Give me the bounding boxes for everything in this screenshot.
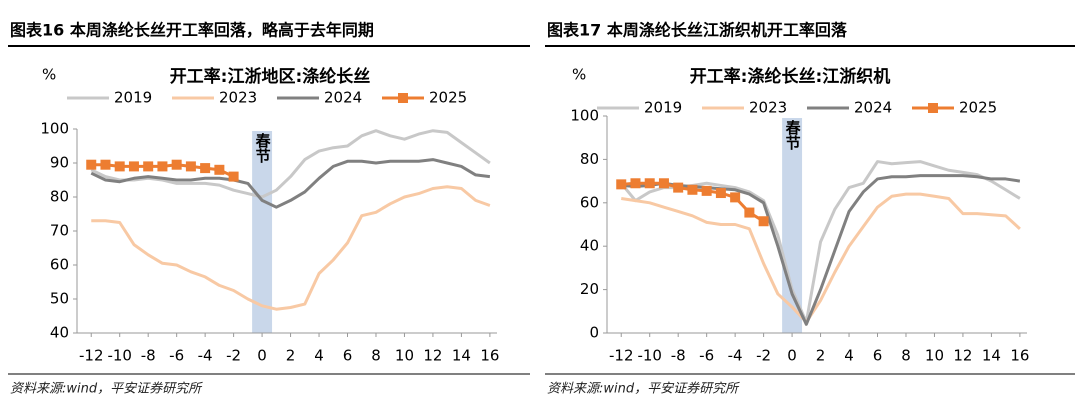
x-tick-label: -6 xyxy=(169,347,184,365)
x-tick-label: -12 xyxy=(79,347,104,365)
annotation: 春节 xyxy=(784,119,802,151)
chart-title: 开工率:江浙地区:涤纶长丝 xyxy=(170,66,371,87)
x-tick-label: -12 xyxy=(609,347,634,365)
legend-label: 2019 xyxy=(114,89,152,107)
legend-marker xyxy=(398,93,408,103)
point-marker xyxy=(658,178,669,189)
x-tick-label: -10 xyxy=(637,347,662,365)
point-marker xyxy=(758,216,769,227)
x-tick-label: -6 xyxy=(699,347,714,365)
y-tick-label: 40 xyxy=(580,237,599,255)
series-line xyxy=(621,192,1021,324)
y-tick-label: 60 xyxy=(50,256,69,274)
x-tick-label: -4 xyxy=(198,347,213,365)
point-marker xyxy=(228,171,239,182)
legend-label: 2024 xyxy=(324,89,362,107)
x-tick-label: -4 xyxy=(728,347,743,365)
y-tick-label: 60 xyxy=(580,193,599,211)
x-tick-label: 10 xyxy=(925,347,944,365)
point-marker xyxy=(730,192,741,203)
legend-marker xyxy=(928,103,938,113)
x-tick-label: 0 xyxy=(787,347,797,365)
source: 资料来源:wind，平安证券研究所 xyxy=(547,381,740,397)
point-marker xyxy=(100,159,111,170)
point-marker xyxy=(687,184,698,195)
figure-title: 图表17 本周涤纶长丝江浙织机开工率回落 xyxy=(547,21,848,40)
point-marker xyxy=(744,207,755,218)
x-tick-label: -10 xyxy=(107,347,132,365)
x-tick-label: 12 xyxy=(423,347,442,365)
x-tick-label: -2 xyxy=(756,347,771,365)
x-tick-label: 12 xyxy=(953,347,972,365)
x-tick-label: 8 xyxy=(371,347,381,365)
x-tick-label: 14 xyxy=(982,347,1001,365)
y-tick-label: 50 xyxy=(50,290,69,308)
point-marker xyxy=(630,178,641,189)
legend-label: 2023 xyxy=(219,89,257,107)
y-tick-label: 40 xyxy=(50,324,69,342)
legend-label: 2025 xyxy=(429,89,467,107)
x-tick-label: 16 xyxy=(480,347,499,365)
x-tick-label: 8 xyxy=(901,347,911,365)
y-tick-label: 100 xyxy=(40,120,69,138)
point-marker xyxy=(128,161,139,172)
y-tick-label: 90 xyxy=(50,154,69,172)
point-marker xyxy=(214,164,225,175)
y-tick-label: 0 xyxy=(589,324,599,342)
point-marker xyxy=(86,159,97,170)
x-tick-label: 2 xyxy=(286,347,296,365)
point-marker xyxy=(200,163,211,174)
point-marker xyxy=(143,161,154,172)
holiday-band xyxy=(252,131,273,333)
x-tick-label: 16 xyxy=(1010,347,1029,365)
y-tick-label: 20 xyxy=(580,280,599,298)
point-marker xyxy=(701,185,712,196)
y-tick-label: 100 xyxy=(570,107,599,125)
point-marker xyxy=(114,161,125,172)
source: 资料来源:wind，平安证券研究所 xyxy=(10,381,203,397)
point-marker xyxy=(157,161,168,172)
y-tick-label: 80 xyxy=(580,150,599,168)
x-tick-label: 14 xyxy=(452,347,471,365)
y-axis-label: % xyxy=(42,66,56,84)
chart-title: 开工率:涤纶长丝:江浙织机 xyxy=(690,66,891,87)
series-line xyxy=(91,185,491,311)
x-tick-label: 6 xyxy=(873,347,883,365)
series-line xyxy=(90,158,491,209)
y-axis-label: % xyxy=(572,66,586,84)
x-tick-label: -8 xyxy=(671,347,686,365)
y-tick-label: 70 xyxy=(50,222,69,240)
x-tick-label: 4 xyxy=(844,347,854,365)
x-tick-label: -2 xyxy=(226,347,241,365)
x-tick-label: 0 xyxy=(257,347,267,365)
point-marker xyxy=(644,178,655,189)
legend-label: 2024 xyxy=(854,99,892,117)
point-marker xyxy=(673,182,684,193)
annotation: 春节 xyxy=(254,132,272,164)
x-tick-label: -8 xyxy=(141,347,156,365)
legend-label: 2019 xyxy=(644,99,682,117)
point-marker xyxy=(171,159,182,170)
point-marker xyxy=(185,161,196,172)
point-marker xyxy=(715,188,726,199)
x-tick-label: 4 xyxy=(314,347,324,365)
x-tick-label: 10 xyxy=(395,347,414,365)
y-tick-label: 80 xyxy=(50,188,69,206)
legend-label: 2025 xyxy=(959,99,997,117)
x-tick-label: 6 xyxy=(343,347,353,365)
figure-title: 图表16 本周涤纶长丝开工率回落，略高于去年同期 xyxy=(10,21,374,40)
series-line xyxy=(90,129,491,199)
x-tick-label: 2 xyxy=(816,347,826,365)
point-marker xyxy=(616,179,627,190)
legend-label: 2023 xyxy=(749,99,787,117)
